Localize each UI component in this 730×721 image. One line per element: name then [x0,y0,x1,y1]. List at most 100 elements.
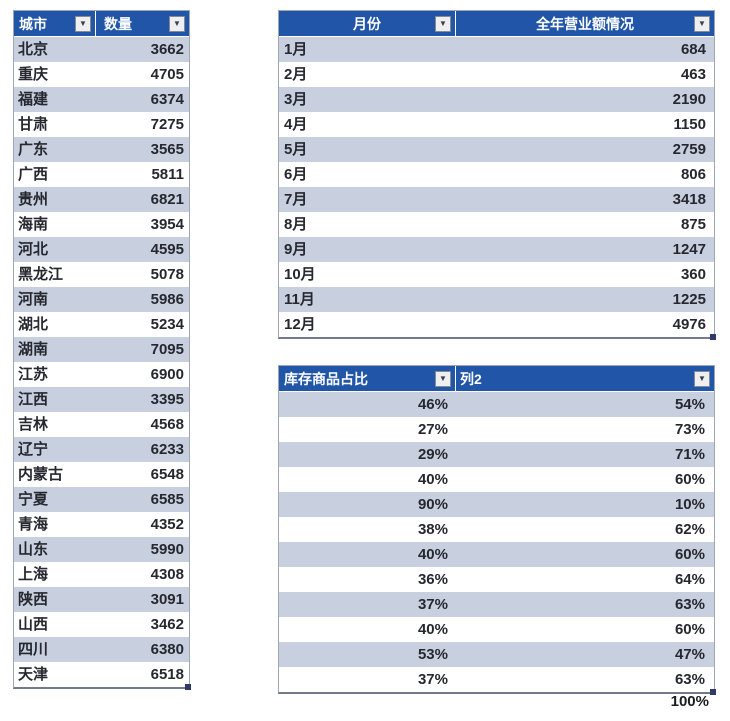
cell[interactable]: 山东 [18,541,49,558]
cell[interactable]: 63% [674,596,705,613]
cell[interactable]: 6900 [150,366,184,383]
cell[interactable]: 4705 [150,66,184,83]
cell[interactable]: 40% [417,621,448,638]
cell[interactable]: 5月 [284,141,308,158]
cell[interactable]: 3418 [672,191,706,208]
grand-total-cell[interactable]: 100% [670,693,709,710]
cell[interactable]: 29% [417,446,448,463]
cell[interactable]: 53% [417,646,448,663]
cell[interactable]: 4月 [284,116,308,133]
cell[interactable]: 40% [417,471,448,488]
cell[interactable]: 71% [674,446,705,463]
header-cell-annual-revenue[interactable]: 全年营业额情况 ▼ [456,11,714,36]
cell[interactable]: 3395 [150,391,184,408]
cell[interactable]: 2759 [672,141,706,158]
cell[interactable]: 360 [680,266,706,283]
cell[interactable]: 1150 [673,116,706,133]
cell[interactable]: 9月 [284,241,308,258]
filter-dropdown-button[interactable]: ▼ [435,15,451,32]
cell[interactable]: 46% [417,396,448,413]
cell[interactable]: 4308 [150,566,184,583]
cell[interactable]: 36% [417,571,448,588]
header-cell-inventory-ratio[interactable]: 库存商品占比 ▼ [279,366,456,391]
cell[interactable]: 内蒙古 [18,466,64,483]
cell[interactable]: 6821 [150,191,184,208]
cell[interactable]: 甘肃 [18,116,49,133]
table-resize-handle[interactable] [710,689,716,695]
cell[interactable]: 806 [680,166,706,183]
cell[interactable]: 3月 [284,91,308,108]
filter-dropdown-button[interactable]: ▼ [694,15,710,32]
cell[interactable]: 60% [674,471,705,488]
cell[interactable]: 3954 [150,216,184,233]
cell[interactable]: 5234 [150,316,184,333]
cell[interactable]: 贵州 [18,191,49,208]
cell[interactable]: 青海 [18,516,49,533]
cell[interactable]: 8月 [284,216,308,233]
cell[interactable]: 6585 [150,491,184,508]
cell[interactable]: 4595 [150,241,184,258]
cell[interactable]: 7275 [150,116,184,133]
cell[interactable]: 12月 [284,316,316,333]
cell[interactable]: 四川 [18,641,49,658]
table-resize-handle[interactable] [185,684,191,690]
cell[interactable]: 3565 [150,141,184,158]
cell[interactable]: 47% [674,646,705,663]
cell[interactable]: 27% [417,421,448,438]
cell[interactable]: 5986 [150,291,184,308]
cell[interactable]: 上海 [18,566,49,583]
cell[interactable]: 广西 [18,166,49,183]
cell[interactable]: 6374 [150,91,184,108]
cell[interactable]: 陕西 [18,591,49,608]
cell[interactable]: 河北 [18,241,49,258]
cell[interactable]: 6380 [150,641,184,658]
cell[interactable]: 40% [417,546,448,563]
cell[interactable]: 875 [680,216,706,233]
cell[interactable]: 天津 [18,666,49,683]
cell[interactable]: 73% [674,421,705,438]
cell[interactable]: 福建 [18,91,49,108]
cell[interactable]: 江苏 [18,366,49,383]
header-cell-column2[interactable]: 列2 ▼ [456,366,714,391]
cell[interactable]: 河南 [18,291,49,308]
cell[interactable]: 吉林 [18,416,49,433]
header-cell-month[interactable]: 月份 ▼ [279,11,456,36]
cell[interactable]: 3662 [150,41,184,58]
cell[interactable]: 6548 [150,466,184,483]
cell[interactable]: 1225 [672,291,706,308]
cell[interactable]: 6233 [150,441,184,458]
cell[interactable]: 37% [417,596,448,613]
cell[interactable]: 海南 [18,216,49,233]
cell[interactable]: 37% [417,671,448,688]
header-cell-quantity[interactable]: 数量 ▼ [96,11,189,36]
cell[interactable]: 湖南 [18,341,49,358]
cell[interactable]: 5078 [150,266,184,283]
cell[interactable]: 北京 [18,41,49,58]
cell[interactable]: 5811 [151,166,184,183]
cell[interactable]: 宁夏 [18,491,49,508]
cell[interactable]: 5990 [150,541,184,558]
cell[interactable]: 38% [417,521,448,538]
cell[interactable]: 3091 [150,591,184,608]
cell[interactable]: 重庆 [18,66,49,83]
table-resize-handle[interactable] [710,334,716,340]
cell[interactable]: 10月 [284,266,316,283]
cell[interactable]: 4568 [150,416,184,433]
filter-dropdown-button[interactable]: ▼ [75,15,91,32]
cell[interactable]: 60% [674,546,705,563]
cell[interactable]: 10% [674,496,705,513]
cell[interactable]: 64% [674,571,705,588]
cell[interactable]: 62% [674,521,705,538]
cell[interactable]: 湖北 [18,316,49,333]
cell[interactable]: 4352 [150,516,184,533]
cell[interactable]: 463 [680,66,706,83]
cell[interactable]: 江西 [18,391,49,408]
cell[interactable]: 54% [674,396,705,413]
cell[interactable]: 黑龙江 [18,266,64,283]
cell[interactable]: 2月 [284,66,308,83]
cell[interactable]: 60% [674,621,705,638]
cell[interactable]: 山西 [18,616,49,633]
cell[interactable]: 7月 [284,191,308,208]
cell[interactable]: 1247 [672,241,706,258]
cell[interactable]: 1月 [284,41,308,58]
